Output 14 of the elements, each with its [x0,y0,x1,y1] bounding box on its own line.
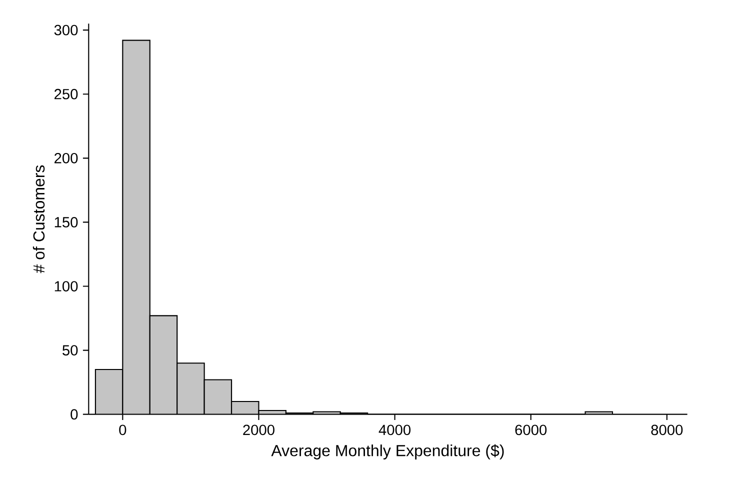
x-tick-label: 4000 [378,424,411,436]
x-tick-label: 0 [119,424,126,436]
x-tick-label: 6000 [515,424,547,436]
y-tick-label: 250 [54,88,78,100]
x-tick-label: 8000 [651,424,683,436]
y-tick-label: 150 [54,217,78,228]
y-tick-label: 300 [54,24,78,36]
y-axis-title: # of Customers [32,165,45,274]
y-tick-label: 200 [54,152,78,164]
x-tick-label: 2000 [243,424,274,436]
y-tick-label: 50 [62,345,78,356]
y-tick-label: 0 [70,409,78,420]
y-tick-label: 100 [54,281,78,292]
x-axis-title: Average Monthly Expenditure ($) [271,444,504,460]
